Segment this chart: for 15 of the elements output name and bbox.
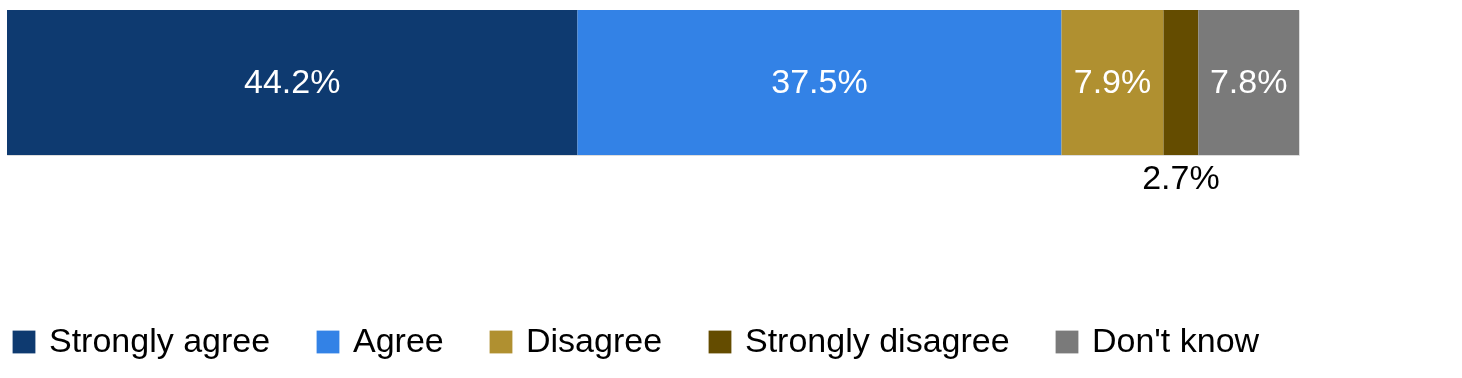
bar (1198, 10, 1299, 155)
bar (577, 10, 1062, 155)
legend-label: Disagree (526, 321, 663, 359)
data-label: 7.9% (1073, 61, 1152, 100)
data-label: 37.5% (771, 61, 868, 100)
bar (7, 10, 578, 155)
data-label: 7.8% (1209, 61, 1288, 100)
legend-label: Don't know (1092, 321, 1260, 359)
bar (1163, 10, 1199, 155)
legend-label: Agree (353, 321, 444, 359)
bar (1061, 10, 1164, 155)
data-label: 2.7% (1142, 157, 1220, 196)
data-label: 44.2% (244, 61, 341, 100)
legend-label: Strongly agree (49, 321, 271, 359)
legend-label: Strongly disagree (745, 321, 1010, 359)
